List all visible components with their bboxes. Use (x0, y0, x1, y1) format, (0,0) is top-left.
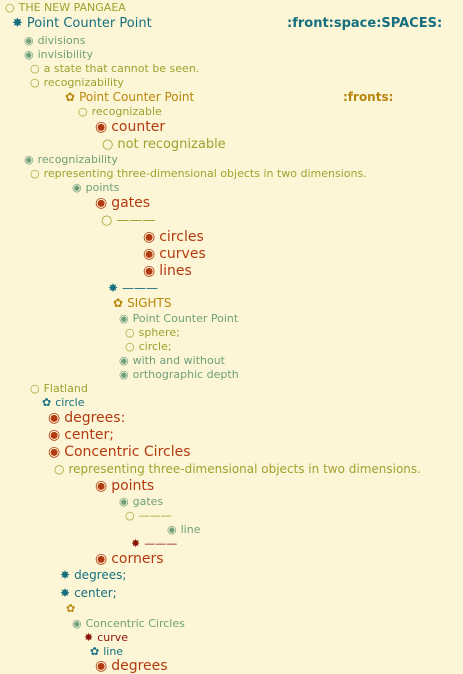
bullseye-icon: ◉ (24, 48, 34, 61)
outline-item[interactable]: ✿ Point Counter Point (65, 90, 195, 104)
outline-item[interactable]: ◉ circles (143, 229, 204, 245)
flower-icon: ✿ (42, 396, 52, 409)
bullseye-icon: ◉ (119, 368, 129, 381)
open-circle-icon: ○ (102, 137, 114, 152)
outline-item[interactable]: ○ not recognizable (102, 137, 226, 152)
outline-item[interactable]: ◉ center; (48, 427, 114, 443)
outline-item[interactable]: ✸ center; (60, 586, 117, 600)
outline-item[interactable]: ○ Flatland (30, 382, 88, 395)
outline-item[interactable]: ◉ Point Counter Point (119, 312, 239, 325)
outline-item[interactable]: ○ recognizability (30, 76, 124, 89)
bullseye-icon: ◉ (48, 427, 61, 443)
bullseye-icon: ◉ (119, 354, 129, 367)
open-circle-icon: ○ (125, 340, 135, 353)
outline-item[interactable]: ◉ Concentric Circles (72, 617, 185, 630)
flower-icon: ✿ (65, 90, 76, 104)
outline-item[interactable]: ◉ curves (143, 246, 206, 262)
outline-item[interactable]: ◉ orthographic depth (119, 368, 239, 381)
outline-item[interactable]: ○ ——— (101, 213, 156, 228)
outline-item[interactable]: ◉ points (72, 181, 120, 194)
outline-item[interactable]: ◉ degrees (95, 658, 168, 674)
outline-item[interactable]: ✸ ——— (108, 281, 159, 295)
bullseye-icon: ◉ (48, 410, 61, 426)
flower-icon: ✿ (113, 296, 124, 310)
bullseye-icon: ◉ (143, 263, 156, 279)
bullseye-icon: ◉ (143, 246, 156, 262)
open-circle-icon: ○ (101, 213, 113, 228)
bullseye-icon: ◉ (72, 617, 82, 630)
asterisk-icon: ✸ (60, 568, 71, 582)
bullseye-icon: ◉ (95, 119, 108, 135)
item-tag: :fronts: (343, 90, 394, 104)
flower-icon: ✿ (66, 602, 76, 615)
outline-item[interactable]: ○ sphere; (125, 326, 180, 339)
bullseye-icon: ◉ (95, 478, 108, 494)
outline-item[interactable]: ◉ divisions (24, 34, 86, 47)
outline-item[interactable]: ○ a state that cannot be seen. (30, 62, 200, 75)
outline-item[interactable]: ○ circle; (125, 340, 172, 353)
outline-item[interactable]: ○ representing three-dimensional objects … (54, 462, 421, 476)
asterisk-icon: ✸ (131, 537, 141, 550)
open-circle-icon: ○ (30, 76, 40, 89)
open-circle-icon: ○ (30, 167, 40, 180)
bullseye-icon: ◉ (48, 444, 61, 460)
open-circle-icon: ○ (125, 509, 135, 522)
outline-item[interactable]: ◉ gates (95, 195, 151, 211)
outline-item[interactable]: ◉ invisibility (24, 48, 93, 61)
outline-title[interactable]: ○ THE NEW PANGAEA (5, 1, 126, 14)
bullseye-icon: ◉ (143, 229, 156, 245)
open-circle-icon: ○ (78, 105, 88, 118)
asterisk-icon: ✸ (84, 631, 94, 644)
bullseye-icon: ◉ (95, 195, 108, 211)
bullseye-icon: ◉ (95, 658, 108, 674)
outline-item[interactable]: ◉ gates (119, 495, 164, 508)
bullseye-icon: ◉ (72, 181, 82, 194)
outline-item[interactable]: ◉ points (95, 478, 155, 494)
outline-heading-root[interactable]: ✸ Point Counter Point (12, 16, 152, 31)
bullseye-icon: ◉ (24, 153, 34, 166)
outline-item[interactable]: ◉ corners (95, 551, 164, 567)
open-circle-icon: ○ (125, 326, 135, 339)
outline-item[interactable]: ○ representing three-dimensional objects … (30, 167, 367, 180)
asterisk-icon: ✸ (60, 586, 71, 600)
flower-icon: ✿ (90, 645, 100, 658)
bullseye-icon: ◉ (167, 523, 177, 536)
outline-item[interactable]: ✿ SIGHTS (113, 296, 172, 310)
open-circle-icon: ○ (30, 382, 40, 395)
outline-item[interactable]: ✿ circle (42, 396, 85, 409)
outline-item[interactable]: ◉ recognizability (24, 153, 118, 166)
outline-item[interactable]: ○ ——— (125, 509, 172, 522)
outline-item[interactable]: ✸ degrees; (60, 568, 127, 582)
outline-item[interactable]: ✿ line (90, 645, 124, 658)
outline-item[interactable]: ◉ lines (143, 263, 192, 279)
heading-tags: :front:space:SPACES: (287, 16, 443, 31)
asterisk-icon: ✸ (108, 281, 119, 295)
outline-item[interactable]: ✿ (66, 603, 75, 614)
outline-item[interactable]: ○ recognizable (78, 105, 162, 118)
bullseye-icon: ◉ (24, 34, 34, 47)
open-circle-icon: ○ (54, 462, 65, 476)
bullseye-icon: ◉ (119, 312, 129, 325)
open-circle-icon: ○ (5, 1, 15, 14)
asterisk-icon: ✸ (12, 16, 23, 31)
outline-item[interactable]: ◉ with and without (119, 354, 225, 367)
bullseye-icon: ◉ (95, 551, 108, 567)
outline-item[interactable]: ◉ counter (95, 119, 166, 135)
outline-item[interactable]: ◉ line (167, 523, 201, 536)
outline-item[interactable]: ◉ Concentric Circles (48, 444, 191, 460)
outline-item[interactable]: ◉ degrees: (48, 410, 126, 426)
bullseye-icon: ◉ (119, 495, 129, 508)
outline-item[interactable]: ✸ ——— (131, 537, 178, 550)
outline-item[interactable]: ✸ curve (84, 631, 129, 644)
open-circle-icon: ○ (30, 62, 40, 75)
